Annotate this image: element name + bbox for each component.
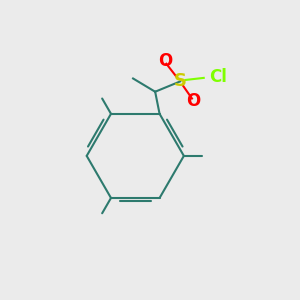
Text: Cl: Cl <box>210 68 227 86</box>
Text: S: S <box>174 72 187 90</box>
Text: O: O <box>158 52 172 70</box>
Text: O: O <box>186 92 201 110</box>
